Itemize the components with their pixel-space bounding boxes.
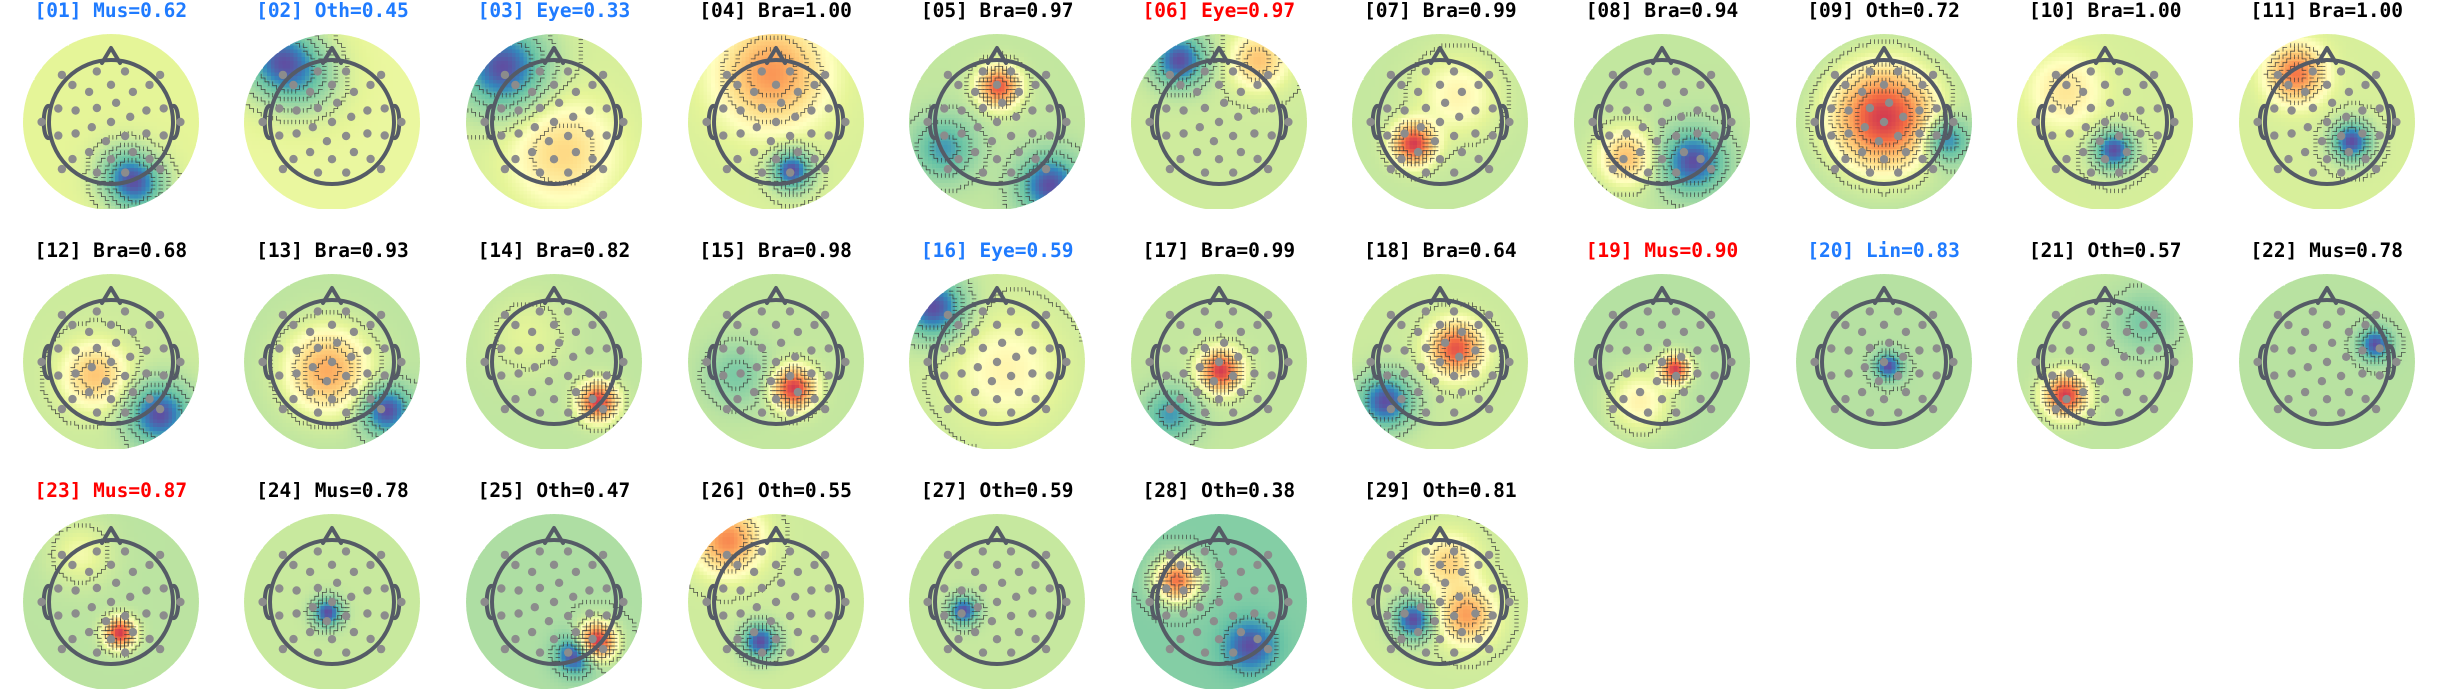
- ica-component-10[interactable]: [10] Bra=1.00: [1994, 0, 2216, 209]
- component-label-10: [10] Bra=1.00: [2029, 0, 2182, 22]
- ica-component-11[interactable]: [11] Bra=1.00: [2216, 0, 2438, 209]
- ica-component-05[interactable]: [05] Bra=0.97: [886, 0, 1108, 209]
- ica-component-17[interactable]: [17] Bra=0.99: [1108, 240, 1330, 449]
- ica-component-04[interactable]: [04] Bra=1.00: [665, 0, 887, 209]
- ica-component-01[interactable]: [01] Mus=0.62: [0, 0, 222, 209]
- component-label-01: [01] Mus=0.62: [34, 0, 187, 22]
- ica-component-09[interactable]: [09] Oth=0.72: [1773, 0, 1995, 209]
- component-label-28: [28] Oth=0.38: [1142, 480, 1295, 502]
- ica-component-25[interactable]: [25] Oth=0.47: [443, 480, 665, 689]
- component-label-14: [14] Bra=0.82: [478, 240, 631, 262]
- topomap-29[interactable]: [1340, 504, 1540, 689]
- ica-component-12[interactable]: [12] Bra=0.68: [0, 240, 222, 449]
- component-label-05: [05] Bra=0.97: [921, 0, 1074, 22]
- topomap-11[interactable]: [2227, 24, 2427, 209]
- ica-component-22[interactable]: [22] Mus=0.78: [2216, 240, 2438, 449]
- topomap-09[interactable]: [1784, 24, 1984, 209]
- component-label-26: [26] Oth=0.55: [699, 480, 852, 502]
- topomap-28[interactable]: [1119, 504, 1319, 689]
- component-label-25: [25] Oth=0.47: [478, 480, 631, 502]
- topomap-10[interactable]: [2005, 24, 2205, 209]
- component-label-15: [15] Bra=0.98: [699, 240, 852, 262]
- ica-component-13[interactable]: [13] Bra=0.93: [222, 240, 444, 449]
- component-label-11: [11] Bra=1.00: [2250, 0, 2403, 22]
- component-label-12: [12] Bra=0.68: [34, 240, 187, 262]
- component-label-24: [24] Mus=0.78: [256, 480, 409, 502]
- topomap-13[interactable]: [232, 264, 432, 449]
- component-label-03: [03] Eye=0.33: [478, 0, 631, 22]
- component-label-02: [02] Oth=0.45: [256, 0, 409, 22]
- ica-component-07[interactable]: [07] Bra=0.99: [1330, 0, 1552, 209]
- component-label-17: [17] Bra=0.99: [1142, 240, 1295, 262]
- ica-component-23[interactable]: [23] Mus=0.87: [0, 480, 222, 689]
- topomap-27[interactable]: [897, 504, 1097, 689]
- ica-component-21[interactable]: [21] Oth=0.57: [1994, 240, 2216, 449]
- component-label-22: [22] Mus=0.78: [2250, 240, 2403, 262]
- ica-component-14[interactable]: [14] Bra=0.82: [443, 240, 665, 449]
- ica-component-24[interactable]: [24] Mus=0.78: [222, 480, 444, 689]
- ica-component-18[interactable]: [18] Bra=0.64: [1330, 240, 1552, 449]
- topomap-18[interactable]: [1340, 264, 1540, 449]
- topomap-08[interactable]: [1562, 24, 1762, 209]
- component-row-2: [12] Bra=0.68 [13] Bra=0.93 [14] Bra=0.82 […: [0, 240, 2438, 449]
- topomap-02[interactable]: [232, 24, 432, 209]
- component-label-29: [29] Oth=0.81: [1364, 480, 1517, 502]
- component-label-18: [18] Bra=0.64: [1364, 240, 1517, 262]
- topomap-03[interactable]: [454, 24, 654, 209]
- topomap-19[interactable]: [1562, 264, 1762, 449]
- topomap-17[interactable]: [1119, 264, 1319, 449]
- topomap-15[interactable]: [676, 264, 876, 449]
- topomap-06[interactable]: [1119, 24, 1319, 209]
- ica-component-29[interactable]: [29] Oth=0.81: [1330, 480, 1552, 689]
- topomap-20[interactable]: [1784, 264, 1984, 449]
- component-label-04: [04] Bra=1.00: [699, 0, 852, 22]
- topomap-01[interactable]: [11, 24, 211, 209]
- topomap-23[interactable]: [11, 504, 211, 689]
- ica-component-06[interactable]: [06] Eye=0.97: [1108, 0, 1330, 209]
- component-label-09: [09] Oth=0.72: [1807, 0, 1960, 22]
- ica-component-20[interactable]: [20] Lin=0.83: [1773, 240, 1995, 449]
- ica-component-15[interactable]: [15] Bra=0.98: [665, 240, 887, 449]
- component-label-21: [21] Oth=0.57: [2029, 240, 2182, 262]
- component-row-1: [01] Mus=0.62 [02] Oth=0.45 [03] Eye=0.33 […: [0, 0, 2438, 209]
- topomap-24[interactable]: [232, 504, 432, 689]
- topomap-07[interactable]: [1340, 24, 1540, 209]
- topomap-26[interactable]: [676, 504, 876, 689]
- ica-component-03[interactable]: [03] Eye=0.33: [443, 0, 665, 209]
- topomap-14[interactable]: [454, 264, 654, 449]
- component-label-19: [19] Mus=0.90: [1586, 240, 1739, 262]
- topomap-22[interactable]: [2227, 264, 2427, 449]
- component-label-20: [20] Lin=0.83: [1807, 240, 1960, 262]
- component-label-23: [23] Mus=0.87: [34, 480, 187, 502]
- topomap-04[interactable]: [676, 24, 876, 209]
- component-label-06: [06] Eye=0.97: [1142, 0, 1295, 22]
- ica-component-08[interactable]: [08] Bra=0.94: [1551, 0, 1773, 209]
- ica-component-28[interactable]: [28] Oth=0.38: [1108, 480, 1330, 689]
- component-label-13: [13] Bra=0.93: [256, 240, 409, 262]
- component-row-3: [23] Mus=0.87 [24] Mus=0.78 [25] Oth=0.47 […: [0, 480, 2438, 689]
- ica-component-27[interactable]: [27] Oth=0.59: [886, 480, 1108, 689]
- topomap-21[interactable]: [2005, 264, 2205, 449]
- ica-component-02[interactable]: [02] Oth=0.45: [222, 0, 444, 209]
- topomap-05[interactable]: [897, 24, 1097, 209]
- component-label-08: [08] Bra=0.94: [1586, 0, 1739, 22]
- topomap-25[interactable]: [454, 504, 654, 689]
- ica-component-grid: [01] Mus=0.62 [02] Oth=0.45 [03] Eye=0.33 […: [0, 0, 2438, 667]
- ica-component-19[interactable]: [19] Mus=0.90: [1551, 240, 1773, 449]
- component-label-16: [16] Eye=0.59: [921, 240, 1074, 262]
- topomap-12[interactable]: [11, 264, 211, 449]
- ica-component-16[interactable]: [16] Eye=0.59: [886, 240, 1108, 449]
- component-label-07: [07] Bra=0.99: [1364, 0, 1517, 22]
- component-label-27: [27] Oth=0.59: [921, 480, 1074, 502]
- ica-component-26[interactable]: [26] Oth=0.55: [665, 480, 887, 689]
- topomap-16[interactable]: [897, 264, 1097, 449]
